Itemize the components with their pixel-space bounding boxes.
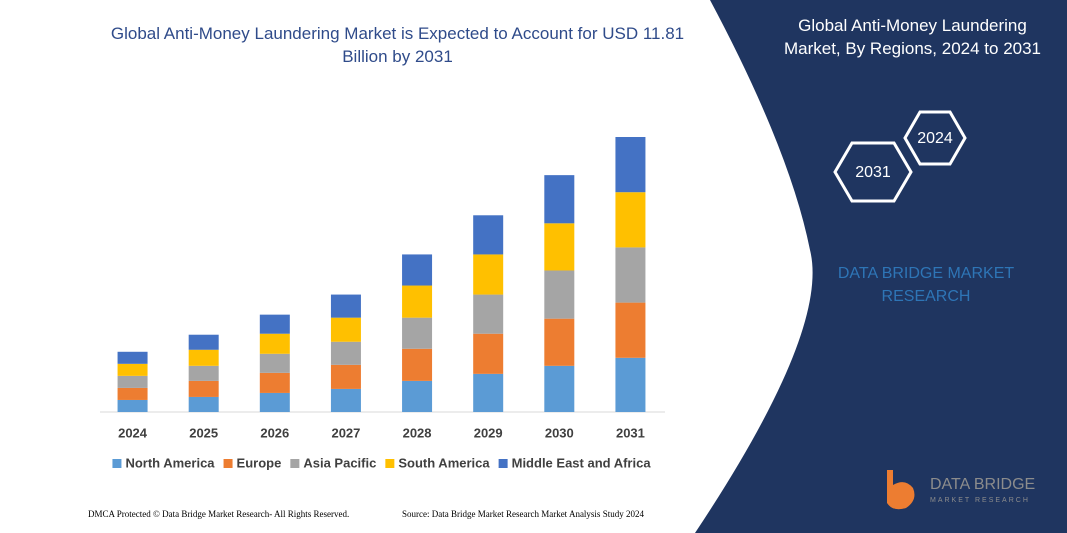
- bar-segment: [330, 341, 361, 365]
- bar-segment: [330, 388, 361, 412]
- bar-segment: [402, 254, 433, 286]
- bar-segment: [330, 364, 361, 389]
- bar-segment: [473, 294, 504, 334]
- logo-mark: [887, 470, 915, 510]
- bar-segment: [117, 351, 148, 364]
- legend-label: Middle East and Africa: [512, 455, 652, 470]
- bar-segment: [473, 215, 504, 255]
- legend-label: South America: [398, 455, 490, 470]
- legend-label: Asia Pacific: [303, 455, 376, 470]
- bar-segment: [117, 399, 148, 412]
- bar-segment: [330, 317, 361, 342]
- bar-segment: [615, 357, 646, 412]
- bar-segment: [330, 294, 361, 318]
- x-tick-label: 2026: [260, 425, 289, 440]
- bar-segment: [544, 270, 575, 319]
- legend-swatch: [498, 459, 508, 468]
- hex-label: 2031: [855, 164, 891, 181]
- bar-segment: [544, 318, 575, 366]
- bar-segment: [259, 333, 290, 354]
- bar-segment: [402, 317, 433, 349]
- hexagon: [903, 110, 967, 166]
- legend-swatch: [385, 459, 395, 468]
- side-panel: [695, 0, 1067, 533]
- bar-segment: [188, 365, 219, 381]
- bar-segment: [188, 349, 219, 366]
- bar-segment: [402, 348, 433, 381]
- bar-segment: [615, 137, 646, 193]
- logo-tagline: MARKET RESEARCH: [930, 497, 1030, 504]
- x-tick-label: 2031: [616, 425, 645, 440]
- footer-dmca: DMCA Protected © Data Bridge Market Rese…: [88, 509, 349, 519]
- legend-swatch: [223, 459, 233, 468]
- bar-segment: [402, 380, 433, 412]
- x-tick-label: 2030: [545, 425, 574, 440]
- bar-segment: [188, 396, 219, 412]
- hexagon: [833, 141, 913, 203]
- bar-segment: [259, 314, 290, 334]
- bar-segment: [259, 353, 290, 373]
- x-tick-label: 2025: [189, 425, 218, 440]
- panel-title: Global Anti-Money Laundering Market, By …: [783, 16, 1042, 58]
- x-tick-label: 2027: [331, 425, 360, 440]
- hex-label: 2024: [917, 130, 953, 147]
- bar-segment: [473, 333, 504, 374]
- bar-segment: [259, 372, 290, 393]
- legend-label: Europe: [237, 455, 282, 470]
- bar-segment: [259, 392, 290, 412]
- legend-swatch: [290, 459, 300, 468]
- footer-source: Source: Data Bridge Market Research Mark…: [402, 509, 644, 519]
- bar-segment: [615, 247, 646, 303]
- bar-segment: [117, 387, 148, 400]
- panel-brand: DATA BRIDGE MARKET RESEARCH: [837, 265, 1015, 305]
- logo-name: DATA BRIDGE: [930, 476, 1035, 493]
- bar-segment: [473, 373, 504, 412]
- bar-segment: [117, 363, 148, 376]
- x-tick-label: 2029: [474, 425, 503, 440]
- bar-segment: [544, 365, 575, 412]
- bar-segment: [544, 223, 575, 271]
- bar-segment: [188, 380, 219, 397]
- x-tick-label: 2024: [118, 425, 148, 440]
- bar-segment: [117, 375, 148, 388]
- legend-swatch: [112, 459, 122, 468]
- legend-label: North America: [125, 455, 215, 470]
- chart-title: Global Anti-Money Laundering Market is E…: [110, 24, 685, 66]
- bar-segment: [188, 334, 219, 350]
- bar-segment: [615, 192, 646, 248]
- bar-segment: [402, 285, 433, 318]
- bar-segment: [473, 254, 504, 295]
- x-tick-label: 2028: [403, 425, 432, 440]
- bar-segment: [615, 302, 646, 358]
- bar-segment: [544, 175, 575, 224]
